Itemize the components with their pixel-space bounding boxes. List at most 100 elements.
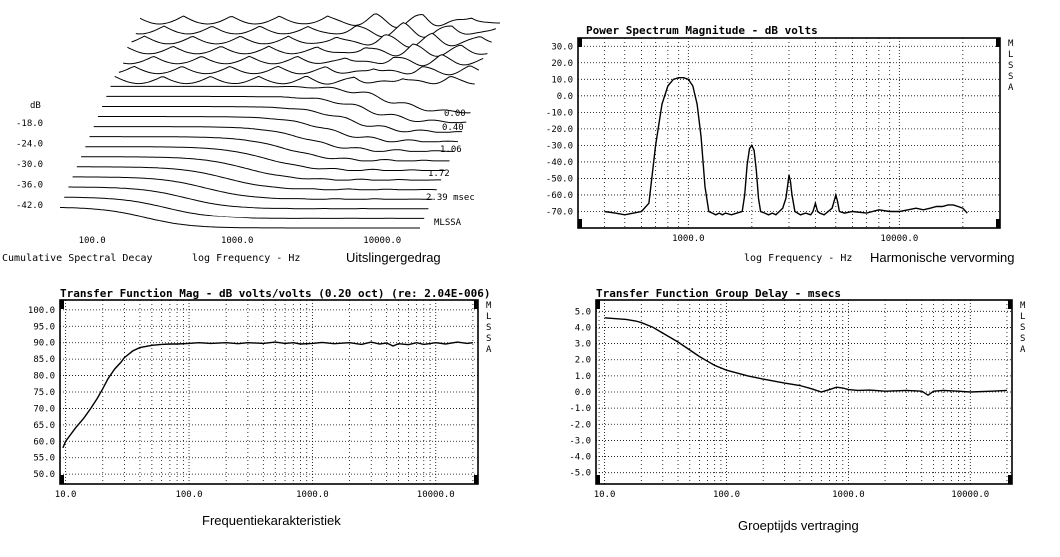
csd-slice-line [106,95,467,124]
csd-y-tick-label: -36.0 [16,181,43,191]
mag-y-tick-label: 50.0 [33,470,55,480]
mag-x-tick-label: 1000.0 [296,490,329,500]
mag-y-tick-label: 65.0 [33,421,55,431]
mag-x-tick-label: 100.0 [175,490,202,500]
gd-vendor-tag-char: S [1020,323,1025,333]
csd-slice-line [93,126,454,152]
harm-chart-title: Power Spectrum Magnitude - dB volts [586,24,818,37]
gd-series-line [604,317,1008,397]
harm-corner-mark [996,219,1000,228]
mag-chart-title: Transfer Function Mag - dB volts/volts (… [60,287,490,300]
harm-vendor-tag-char: S [1008,72,1013,82]
csd-y-tick-label: -42.0 [16,201,43,211]
gd-corner-mark [1008,300,1012,309]
mag-y-tick-label: 55.0 [33,454,55,464]
csd-slice-line [139,13,500,29]
harm-vendor-tag-char: L [1008,50,1013,60]
gd-corner-mark [1008,475,1012,484]
csd-slice-line [127,43,488,57]
gd-y-tick-label: 4.0 [575,323,591,333]
csd-slice-line [72,176,433,200]
csd-y-tick-label: -18.0 [16,119,43,129]
csd-slice-line [60,207,420,229]
harm-y-tick-label: 10.0 [551,75,573,85]
csd-slice-line [85,146,446,171]
mag-y-tick-label: 95.0 [33,322,55,332]
harm-y-tick-label: 30.0 [551,42,573,52]
mag-vendor-tag-char: S [486,334,491,344]
gd-y-tick-label: -3.0 [569,436,591,446]
mag-y-tick-label: 90.0 [33,339,55,349]
harm-corner-mark [996,38,1000,47]
harm-y-tick-label: -60.0 [546,191,573,201]
mag-corner-mark [60,300,64,309]
harm-series-line [604,77,968,216]
mag-y-tick-label: 85.0 [33,355,55,365]
csd-slice-line [97,116,458,143]
gd-y-tick-label: 3.0 [575,340,591,350]
csd-slice-line [76,166,437,191]
harm-y-tick-label: -50.0 [546,174,573,184]
gd-y-tick-label: 2.0 [575,356,591,366]
csd-slice-line [135,22,496,38]
mag-y-tick-label: 60.0 [33,437,55,447]
gd-vendor-tag-char: L [1020,312,1025,322]
harm-corner-mark [578,38,582,47]
mag-vendor-tag-char: S [486,323,491,333]
gd-y-tick-label: 1.0 [575,372,591,382]
csd-y-tick-label: -24.0 [16,140,43,150]
gd-x-tick-label: 10000.0 [951,490,989,500]
harm-corner-mark [578,219,582,228]
harm-vendor-tag-char: S [1008,61,1013,71]
csd-slice-line [89,136,450,162]
harm-y-tick-label: -10.0 [546,108,573,118]
csd-slice-line [123,54,484,67]
gd-vendor-tag-char: A [1020,345,1026,355]
caption-mag: Frequentiekarakteristiek [202,513,341,528]
harm-y-tick-label: 0.0 [557,92,573,102]
mag-corner-mark [474,300,478,309]
csd-chart-name: Cumulative Spectral Decay [2,253,153,264]
csd-slice-line [64,196,425,219]
harm-vendor-tag-char: A [1008,83,1014,93]
mag-series-line [62,341,473,449]
gd-corner-mark [596,300,600,309]
harm-y-tick-label: 20.0 [551,59,573,69]
csd-time-label: 1.06 [440,145,462,155]
csd-slice-line [114,75,475,85]
gd-x-tick-label: 10.0 [594,490,616,500]
mag-y-tick-label: 80.0 [33,372,55,382]
csd-x-axis-label: log Frequency - Hz [192,253,300,264]
harm-x-axis-label: log Frequency - Hz [744,253,852,264]
gd-y-tick-label: -5.0 [569,469,591,479]
harm-x-tick-label: 10000.0 [880,234,918,244]
csd-slice-line [131,32,492,48]
mag-corner-mark [60,475,64,484]
gd-vendor-tag-char: S [1020,334,1025,344]
magnitude-chart: Transfer Function Mag - dB volts/volts (… [28,287,492,500]
gd-y-tick-label: -1.0 [569,404,591,414]
mag-vendor-tag-char: A [486,345,492,355]
harm-vendor-tag-char: M [1008,39,1014,49]
harm-x-tick-label: 1000.0 [672,234,705,244]
mag-vendor-tag-char: L [486,312,491,322]
csd-slice-line [68,186,429,210]
csd-vendor-tag: MLSSA [434,218,462,228]
gd-x-tick-label: 1000.0 [832,490,865,500]
csd-time-label: 2.39 msec [426,193,475,203]
group-delay-chart: Transfer Function Group Delay - msecs 5.… [569,287,1026,500]
mag-x-tick-label: 10000.0 [417,490,455,500]
harm-y-tick-label: -70.0 [546,207,573,217]
csd-x-tick-label: 10000.0 [363,236,401,246]
mag-y-tick-label: 70.0 [33,404,55,414]
gd-y-tick-label: 5.0 [575,307,591,317]
csd-x-tick-label: 1000.0 [221,236,254,246]
harmonic-chart: Power Spectrum Magnitude - dB volts log … [546,24,1014,264]
gd-y-tick-label: -4.0 [569,453,591,463]
mag-y-tick-label: 100.0 [28,306,55,316]
csd-slice-line [102,106,463,133]
caption-harm: Harmonische vervorming [870,250,1015,265]
gd-vendor-tag-char: M [1020,301,1026,311]
harm-y-tick-label: -20.0 [546,125,573,135]
